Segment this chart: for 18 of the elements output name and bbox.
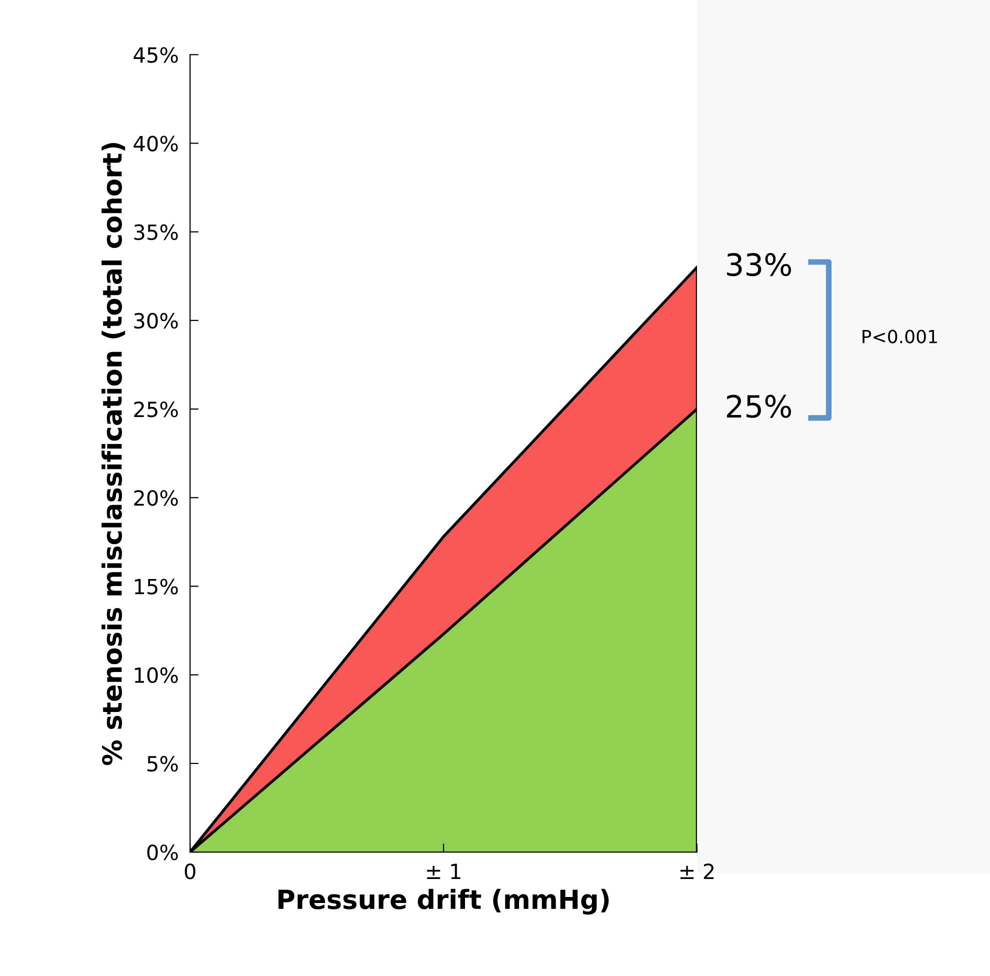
y-tick-label: 30% xyxy=(134,312,178,329)
x-tick-label: 0 xyxy=(184,864,196,880)
y-tick-label: 25% xyxy=(134,402,178,418)
text: P<0.001 xyxy=(862,330,937,344)
y-tick-label: 45% xyxy=(134,47,178,63)
y-tick-label: 35% xyxy=(134,224,178,240)
y-tick-label: 15% xyxy=(134,578,178,594)
x-tick-label: ± 2 xyxy=(680,864,714,879)
y-tick-label: 10% xyxy=(134,667,178,684)
x-axis-title: Pressure drift (mmHg) xyxy=(278,888,609,915)
annotation: 25% xyxy=(726,394,791,418)
y-tick-label: 0% xyxy=(147,844,178,860)
y-tick-label: 20% xyxy=(134,490,178,506)
annotation: 33% xyxy=(727,253,791,276)
y-axis-title: % stenosis misclassification (total cohort) xyxy=(102,143,126,766)
x-tick-label: ± 1 xyxy=(427,864,460,879)
y-tick-label: 5% xyxy=(148,756,178,772)
y-tick-label: 40% xyxy=(134,136,178,152)
